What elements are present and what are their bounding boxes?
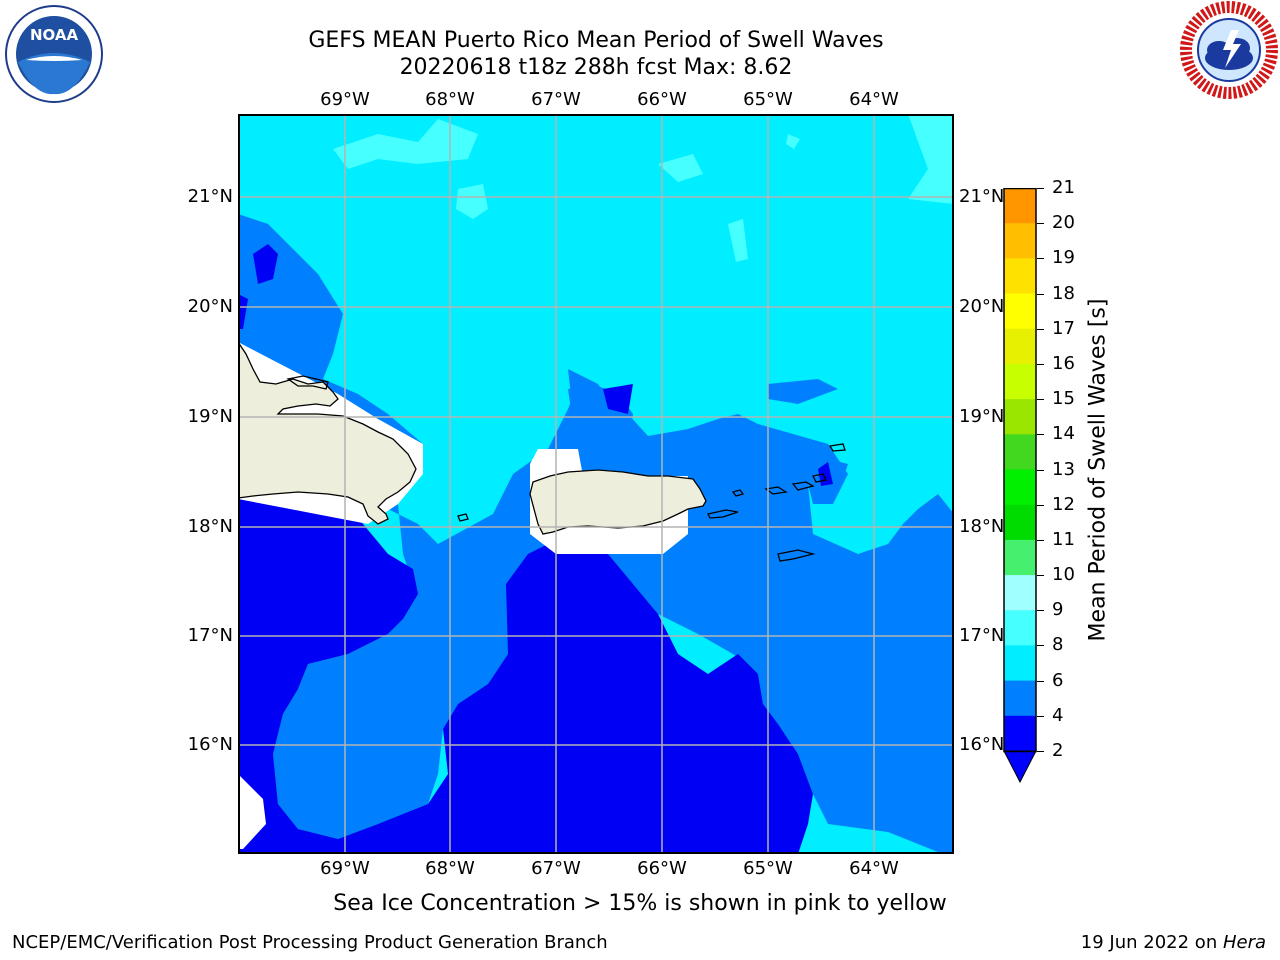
colorbar-tick-mark: [1037, 715, 1044, 717]
graticule: [238, 114, 954, 854]
lon-label-bottom: 65°W: [743, 858, 793, 879]
colorbar-segment: [1004, 434, 1036, 470]
colorbar-tick-mark: [1037, 469, 1044, 471]
small-islands: [286, 375, 846, 562]
colorbar-tick-label: 18: [1052, 282, 1075, 304]
lon-label-top: 65°W: [743, 89, 793, 110]
colorbar-tick-mark: [1037, 680, 1044, 682]
lon-label-top: 69°W: [320, 89, 370, 110]
lat-label-left: 18°N: [187, 516, 233, 537]
colorbar-tick-mark: [1037, 751, 1044, 752]
lat-label-right: 18°N: [959, 516, 1005, 537]
colorbar-frame: [1003, 187, 1037, 753]
map-panel: [237, 114, 954, 858]
chart-subtitle: 20220618 t18z 288h fcst Max: 8.62: [399, 55, 793, 80]
colorbar-tick-label: 14: [1052, 423, 1075, 445]
colorbar-tick-label: 8: [1052, 634, 1064, 656]
lat-label-left: 20°N: [187, 296, 233, 317]
lon-label-top: 68°W: [425, 89, 475, 110]
colorbar-segment: [1004, 539, 1036, 576]
footer-date: 19 Jun 2022 on Hera: [1081, 932, 1266, 953]
colorbar-segment: [1004, 610, 1036, 646]
nws-logo: [1179, 0, 1279, 104]
lat-label-left: 21°N: [187, 186, 233, 207]
map-frame: [238, 114, 954, 854]
lat-label-right: 19°N: [959, 406, 1005, 427]
colorbar-tick-mark: [1037, 363, 1044, 365]
colorbar-tick-mark: [1037, 399, 1044, 401]
lon-label-top: 64°W: [849, 89, 899, 110]
colorbar-tick-mark: [1037, 188, 1044, 189]
colorbar-tick-mark: [1037, 610, 1044, 612]
lat-label-left: 17°N: [187, 625, 233, 646]
footer-host: Hera: [1222, 932, 1266, 953]
colorbar-tick-label: 17: [1052, 317, 1075, 339]
colorbar-segment: [1004, 504, 1036, 541]
colorbar-tick-label: 21: [1052, 177, 1075, 198]
chart-title: GEFS MEAN Puerto Rico Mean Period of Swe…: [308, 28, 884, 53]
colorbar-segment: [1004, 645, 1036, 682]
noaa-logo-text: NOAA: [30, 26, 79, 44]
lat-label-right: 20°N: [959, 296, 1005, 317]
colorbar-segment: [1004, 575, 1036, 611]
sea-ice-note: Sea Ice Concentration > 15% is shown in …: [0, 891, 1280, 916]
colorbar-tick-label: 19: [1052, 247, 1075, 269]
colorbar-tick-label: 13: [1052, 458, 1075, 480]
lon-label-bottom: 66°W: [637, 858, 687, 879]
colorbar: [1003, 187, 1037, 788]
colorbar-tick-mark: [1037, 539, 1044, 541]
lat-label-left: 16°N: [187, 734, 233, 755]
colorbar-tick-label: 12: [1052, 493, 1075, 515]
colorbar-label: Mean Period of Swell Waves [s]: [1085, 298, 1111, 642]
colorbar-tick-mark: [1037, 258, 1044, 260]
colorbar-tick-label: 6: [1052, 669, 1064, 691]
lat-label-right: 17°N: [959, 625, 1005, 646]
colorbar-segment: [1004, 399, 1036, 435]
colorbar-segment: [1004, 258, 1036, 295]
lon-label-bottom: 68°W: [425, 858, 475, 879]
swell-band-2-4: [238, 244, 833, 854]
colorbar-tick-mark: [1037, 223, 1044, 225]
sea-ice-note-text: Sea Ice Concentration > 15% is shown in …: [333, 891, 947, 916]
colorbar-tick-label: 15: [1052, 388, 1075, 410]
footer-date-text: 19 Jun 2022 on: [1080, 932, 1223, 953]
colorbar-tick-mark: [1037, 434, 1044, 436]
colorbar-tick-mark: [1037, 328, 1044, 330]
colorbar-segment: [1004, 469, 1036, 506]
colorbar-tick-mark: [1037, 645, 1044, 647]
noaa-logo: NOAA: [4, 4, 104, 108]
colorbar-tick-label: 16: [1052, 352, 1075, 374]
lon-label-top: 67°W: [531, 89, 581, 110]
colorbar-segment: [1004, 328, 1036, 365]
lat-label-right: 21°N: [959, 186, 1005, 207]
colorbar-tick-label: 2: [1052, 740, 1064, 761]
lon-label-top: 66°W: [637, 89, 687, 110]
lon-label-bottom: 64°W: [849, 858, 899, 879]
colorbar-tick-label: 20: [1052, 212, 1075, 234]
colorbar-tick-label: 10: [1052, 564, 1075, 586]
colorbar-tick-label: 9: [1052, 599, 1064, 621]
lon-label-bottom: 67°W: [531, 858, 581, 879]
hispaniola-land: [237, 339, 417, 525]
colorbar-segment: [1004, 680, 1036, 717]
colorbar-tick-mark: [1037, 293, 1044, 295]
colorbar-tick-mark: [1037, 575, 1044, 577]
colorbar-tick-label: 11: [1052, 528, 1075, 550]
lat-label-left: 19°N: [187, 406, 233, 427]
colorbar-tick-mark: [1037, 504, 1044, 506]
colorbar-segment: [1004, 188, 1036, 224]
colorbar-extend-arrow: [1003, 750, 1037, 784]
footer-credit: NCEP/EMC/Verification Post Processing Pr…: [12, 932, 608, 953]
colorbar-tick-label: 4: [1052, 704, 1064, 726]
colorbar-segment: [1004, 293, 1036, 330]
lat-label-right: 16°N: [959, 734, 1005, 755]
colorbar-segment: [1004, 223, 1036, 259]
colorbar-segment: [1004, 363, 1036, 400]
lon-label-bottom: 69°W: [320, 858, 370, 879]
colorbar-segment: [1004, 715, 1036, 752]
